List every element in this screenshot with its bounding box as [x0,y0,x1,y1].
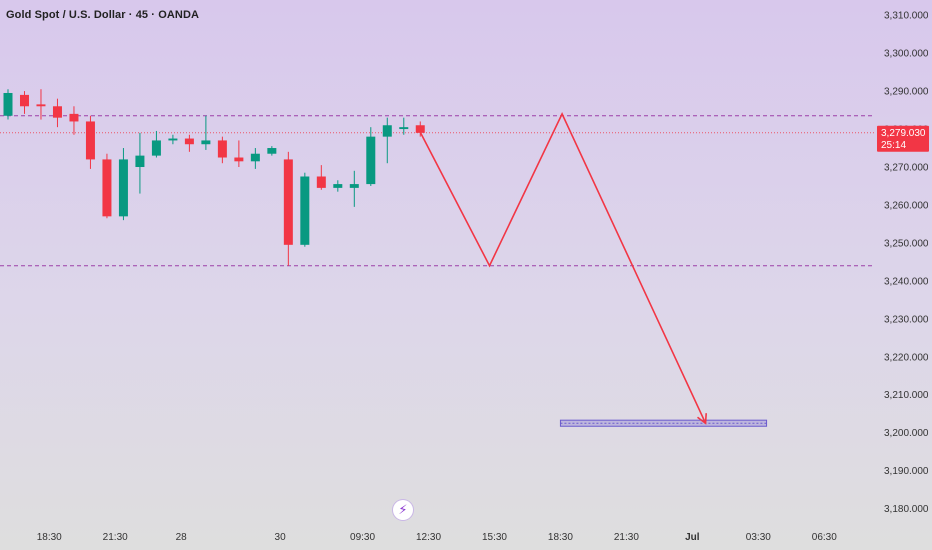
projection-arrowhead [697,413,708,425]
x-tick-label: 18:30 [37,532,62,543]
y-tick-label: 3,210.000 [884,390,929,401]
y-tick-label: 3,310.000 [884,11,929,22]
candle-body [267,148,277,154]
candle-body [283,159,293,245]
candle-body [399,127,409,130]
y-tick-label: 3,230.000 [884,314,929,325]
y-tick-label: 3,250.000 [884,238,929,249]
candle-body [333,184,343,188]
chart-title: Gold Spot / U.S. Dollar · 45 · OANDA [6,9,200,21]
candle-body [19,94,29,107]
candle-body [250,153,260,162]
y-tick-label: 3,180.000 [884,504,929,515]
y-tick-label: 3,200.000 [884,428,929,439]
lightning-icon[interactable]: ⚡ [393,500,413,520]
target-zone [559,419,768,427]
candle-body [366,136,376,185]
x-tick-label: 06:30 [812,532,837,543]
candle-body [151,140,161,156]
candle-body [415,125,425,133]
x-tick-label: 15:30 [482,532,507,543]
x-tick-label: 30 [275,532,287,543]
x-tick-label: 18:30 [548,532,573,543]
projection-path [417,111,707,424]
current-price-tag [877,125,929,152]
y-tick-label: 3,290.000 [884,87,929,98]
y-tick-label: 3,260.000 [884,200,929,211]
candle-body [316,176,326,188]
x-tick-label: 28 [176,532,188,543]
candle-body [184,138,194,145]
candle-body [349,184,359,188]
x-tick-label: 03:30 [746,532,771,543]
countdown-label: 25:14 [881,140,906,151]
x-tick-label: 21:30 [103,532,128,543]
candle-body [36,104,46,107]
x-tick-label: 21:30 [614,532,639,543]
candle-body [3,92,13,116]
candle-body [168,138,178,141]
x-tick-label: Jul [685,532,700,543]
candle-body [52,106,62,118]
candle-body [118,159,128,217]
candle-body [135,155,145,168]
x-tick-label: 09:30 [350,532,375,543]
y-tick-label: 3,190.000 [884,466,929,477]
candle-body [69,113,79,122]
candle-body [102,159,112,217]
y-tick-label: 3,240.000 [884,276,929,287]
candle-body [217,140,227,158]
y-tick-label: 3,270.000 [884,163,929,174]
y-tick-label: 3,220.000 [884,352,929,363]
x-tick-label: 12:30 [416,532,441,543]
candle-body [85,121,95,160]
candle-body [300,176,310,245]
candle-body [234,157,244,162]
candle-body [382,125,392,137]
candle-body [201,140,211,145]
current-price-label: 3,279.030 [881,128,926,139]
y-tick-label: 3,300.000 [884,49,929,60]
